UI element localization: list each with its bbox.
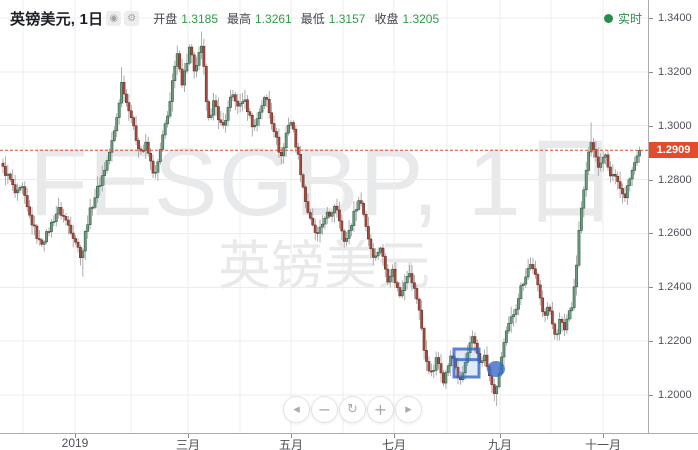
price-tick-mark <box>649 287 653 289</box>
close-value: 1.3205 <box>402 11 440 26</box>
time-tick-label: 九月 <box>487 438 513 450</box>
time-axis[interactable]: 2019 三月 五月 七月 九月 十一月 <box>0 433 698 450</box>
price-tick-mark <box>649 341 653 343</box>
price-tick-mark <box>649 395 653 397</box>
open-label: 开盘 <box>153 12 178 26</box>
close-label: 收盘 <box>374 12 399 26</box>
candles-svg[interactable] <box>0 0 648 433</box>
drawing-ellipse-annotation[interactable] <box>487 361 505 377</box>
last-price-label: 1.2909 <box>649 142 698 159</box>
price-tick-mark <box>649 179 653 181</box>
scroll-right-button[interactable]: ▸ <box>395 396 422 423</box>
gear-icon[interactable]: ⚙ <box>124 11 140 26</box>
price-tick-mark <box>649 71 653 73</box>
realtime-dot-icon <box>603 14 613 23</box>
realtime-status: 实时 <box>603 10 642 27</box>
realtime-label: 实时 <box>617 12 642 26</box>
price-tick-mark <box>649 233 653 235</box>
time-tick-mark <box>394 434 395 438</box>
price-tick-label: 1.2200 <box>658 335 692 348</box>
ohlc-readout: 开盘 1.3185 最高 1.3261 最低 1.3157 收盘 1.3205 <box>153 10 439 27</box>
drawing-rect-annotation[interactable] <box>452 347 481 379</box>
price-tick-label: 1.2600 <box>658 227 692 240</box>
high-label: 最高 <box>227 12 252 26</box>
price-tick-label: 1.3200 <box>658 65 692 78</box>
time-tick-mark <box>603 434 604 438</box>
chart-nav-controls: ◂ − ↻ + ▸ <box>283 396 422 423</box>
low-value: 1.3157 <box>328 11 366 26</box>
time-tick-mark <box>75 434 76 438</box>
price-axis[interactable]: 1.2909 1.3400 1.3200 1.3000 1.2800 1.2600 1.2… <box>648 0 698 433</box>
price-tick-label: 1.2800 <box>658 173 692 186</box>
open-value: 1.3185 <box>181 11 218 26</box>
reset-chart-button[interactable]: ↻ <box>339 396 366 423</box>
price-tick-label: 1.3400 <box>658 12 692 24</box>
chart-legend: 英镑美元, 1日 ◉ ⚙ 开盘 1.3185 最高 1.3261 最低 1.31… <box>10 8 439 29</box>
time-tick-mark <box>188 434 189 438</box>
time-tick-label: 七月 <box>381 438 407 450</box>
time-tick-label: 2019 <box>61 436 89 450</box>
zoom-in-button[interactable]: + <box>367 396 394 423</box>
time-tick-label: 十一月 <box>584 438 622 450</box>
time-tick-label: 五月 <box>278 438 304 450</box>
high-value: 1.3261 <box>255 11 292 26</box>
price-chart[interactable]: FESGBP, 1日 英镑美元 英镑美元, 1日 ◉ ⚙ 开盘 1.3185 最… <box>0 0 648 433</box>
price-tick-label: 1.3000 <box>658 119 692 132</box>
zoom-out-button[interactable]: − <box>311 396 338 423</box>
price-tick-mark <box>649 125 653 127</box>
time-tick-label: 三月 <box>175 438 201 450</box>
low-label: 最低 <box>300 12 325 26</box>
scroll-left-button[interactable]: ◂ <box>283 396 310 423</box>
time-tick-mark <box>500 434 501 438</box>
visibility-icon[interactable]: ◉ <box>106 11 122 26</box>
price-tick-label: 1.2000 <box>658 389 692 402</box>
symbol-title: 英镑美元, 1日 <box>10 11 104 28</box>
time-tick-mark <box>291 434 292 438</box>
price-tick-mark <box>649 18 653 19</box>
price-tick-label: 1.2400 <box>658 281 692 294</box>
